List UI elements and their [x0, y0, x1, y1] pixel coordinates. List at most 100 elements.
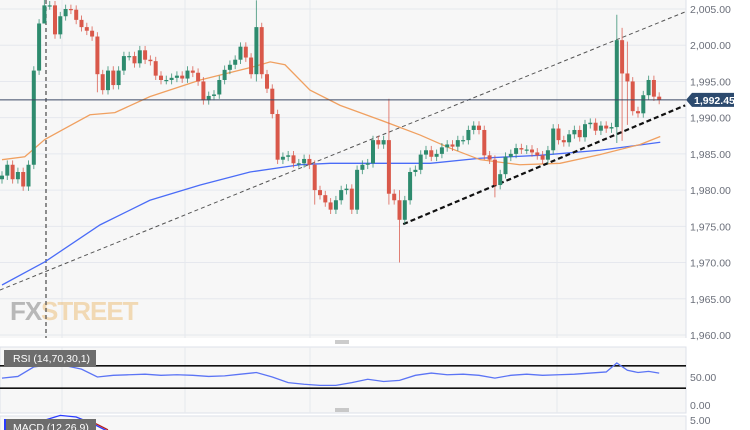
candle	[556, 124, 561, 145]
candle-body	[572, 129, 577, 135]
candle-body	[190, 70, 195, 73]
candle	[339, 185, 344, 205]
last-price-tag: 1,992.45	[686, 92, 735, 107]
candle-body	[127, 56, 132, 58]
candle-body	[121, 56, 126, 71]
macd-tick-5: 5.00	[690, 415, 711, 427]
candle-body	[551, 128, 556, 151]
candle-body	[583, 124, 587, 138]
candle-body	[79, 19, 84, 28]
candle	[233, 55, 238, 70]
candle-body	[53, 5, 57, 35]
candle	[275, 109, 280, 165]
candle-body	[636, 111, 640, 114]
price-axis[interactable]: 2,005.00 2,000.00 1,995.00 1,990.00 1,985.00…	[690, 4, 731, 342]
macd-label-box	[4, 419, 96, 430]
candle-body	[270, 88, 275, 115]
macd-pane[interactable]	[0, 415, 687, 430]
candle	[408, 167, 413, 205]
candle-body	[477, 125, 481, 130]
candle	[185, 66, 190, 83]
support-trendline[interactable]	[402, 104, 686, 226]
candle-body	[132, 56, 137, 64]
candle-body	[609, 127, 614, 129]
candle	[381, 135, 386, 149]
candle-body	[466, 129, 471, 141]
candle	[196, 68, 201, 86]
candle	[169, 73, 174, 85]
pane-resize-handle-2[interactable]	[335, 408, 349, 412]
candle	[217, 75, 222, 99]
candle-body	[651, 79, 656, 97]
candle	[148, 55, 153, 66]
candle-body	[620, 40, 625, 74]
candle-body	[291, 155, 296, 164]
candle-body	[68, 9, 73, 11]
rsi-pane[interactable]	[0, 346, 687, 414]
candle-body	[15, 171, 20, 180]
candle	[254, 0, 259, 82]
candle	[15, 167, 20, 184]
candle-body	[196, 72, 201, 82]
candle	[561, 135, 566, 147]
candle-body	[530, 149, 534, 153]
price-tick-label: 1,965.00	[690, 294, 731, 306]
candle-body	[174, 75, 179, 78]
candle-body	[31, 70, 36, 165]
candle-body	[323, 195, 328, 203]
candle	[143, 45, 148, 65]
candle	[243, 42, 248, 62]
fxstreet-logo: FX STREET	[10, 296, 140, 326]
candle-body	[95, 36, 100, 75]
candle	[572, 125, 577, 139]
candle-body	[376, 140, 381, 145]
candle-body	[386, 140, 391, 194]
rsi-label-box	[4, 350, 96, 367]
candle-body	[222, 69, 227, 80]
candle	[636, 106, 640, 118]
candle-body	[413, 169, 418, 172]
candle-body	[514, 148, 519, 154]
candle-body	[312, 164, 317, 191]
candle-body	[10, 164, 15, 180]
candle-body	[556, 128, 561, 141]
candle-body	[408, 171, 413, 201]
candle	[37, 19, 42, 75]
main-pane[interactable]	[0, 0, 686, 338]
candle-body	[567, 134, 572, 143]
candle-body	[371, 140, 375, 164]
candle-body	[26, 164, 31, 187]
candle-body	[424, 150, 428, 155]
candle-body	[84, 27, 89, 31]
candle	[132, 51, 137, 68]
pane-resize-handle[interactable]	[333, 340, 351, 345]
candle	[100, 69, 105, 95]
candle	[376, 135, 381, 149]
candle-body	[212, 94, 216, 96]
candle-body	[143, 50, 148, 60]
candle	[498, 169, 503, 190]
candle	[58, 11, 63, 39]
candle	[323, 190, 328, 207]
candle	[31, 66, 36, 170]
candle-body	[339, 190, 344, 201]
candle	[206, 91, 211, 105]
price-tick-label: 1,975.00	[690, 221, 731, 233]
candle-body	[524, 149, 529, 151]
price-tick-label: 2,005.00	[690, 4, 731, 16]
candle	[641, 90, 646, 118]
upper-channel-trendline[interactable]	[0, 11, 686, 291]
candle-body	[254, 27, 259, 75]
candle-body	[561, 140, 566, 143]
candle-body	[487, 155, 492, 160]
candle-body	[482, 129, 487, 156]
candle-body	[100, 74, 105, 91]
candle	[630, 77, 635, 116]
candle	[164, 75, 169, 85]
price-tag-shape	[686, 92, 734, 107]
candle	[471, 121, 476, 135]
candle-body	[397, 200, 402, 220]
candle	[424, 145, 428, 159]
candle	[296, 158, 301, 168]
